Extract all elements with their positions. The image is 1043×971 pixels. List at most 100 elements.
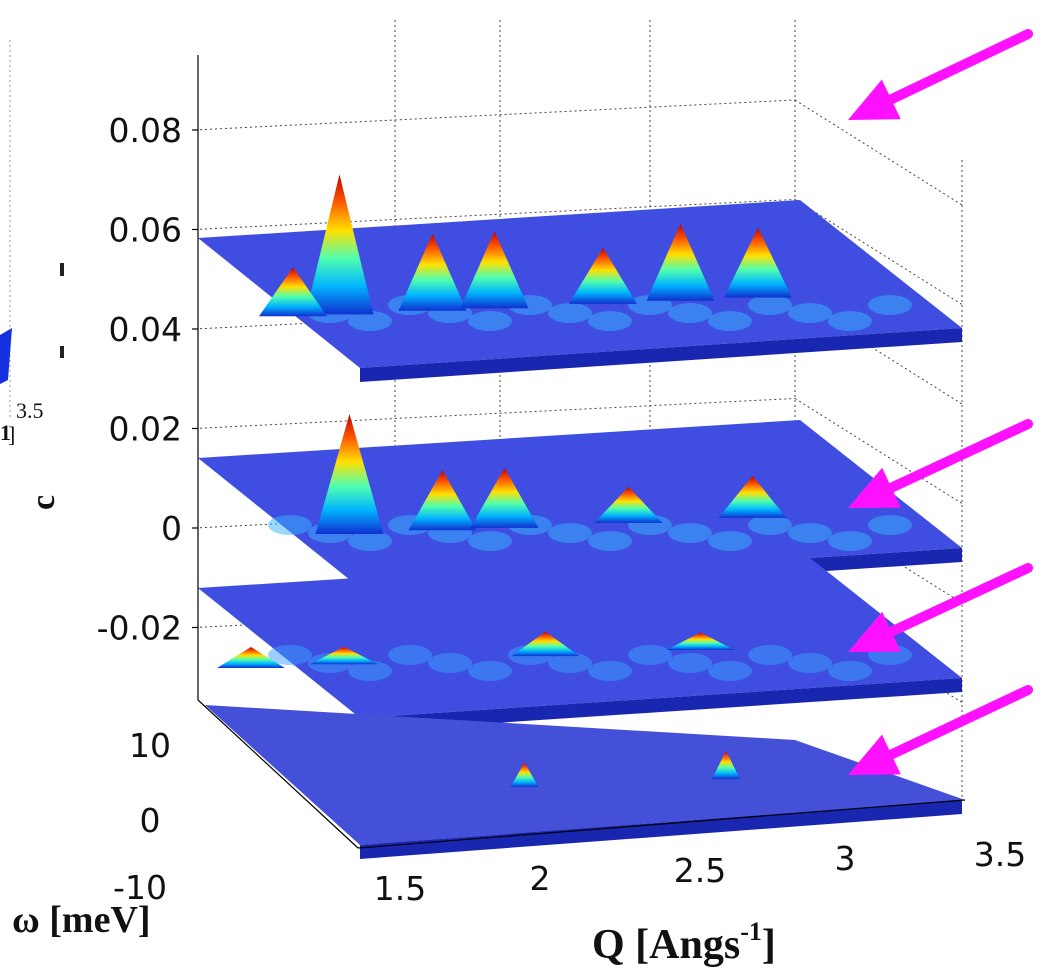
callout-arrows <box>848 29 1033 775</box>
y-axis-line <box>197 699 359 849</box>
x-axis-line <box>357 799 966 849</box>
z-tick-label: 0.08 <box>109 111 182 150</box>
surface-peak <box>315 414 384 535</box>
surface-ripple <box>748 645 792 665</box>
left-fragment: 1 ] 3.5 <box>0 40 64 447</box>
surface-peak <box>666 632 735 650</box>
surface-ripple <box>748 295 792 315</box>
surface-peak <box>408 470 477 531</box>
callout-arrow-shaft <box>886 29 1033 105</box>
surface-ripple <box>708 311 752 331</box>
x-axis-label: Q [Angs-1] <box>592 917 776 968</box>
x-axis-label-main: Q [Angs <box>592 922 740 968</box>
z-axis-label-fragment: c <box>25 495 62 510</box>
x-axis-label-sup: -1 <box>740 917 762 946</box>
x-tick-label: 2 <box>530 859 551 898</box>
surface-ripple <box>588 311 632 331</box>
callout-arrow <box>848 685 1033 775</box>
surface-ripple <box>548 653 592 673</box>
surface-ripple <box>668 523 712 543</box>
z-tick-label: 0.02 <box>109 410 182 449</box>
z-gridline <box>194 398 796 429</box>
surface-ripple <box>668 653 712 673</box>
surface-ripple <box>708 661 752 681</box>
surface-ripple <box>468 661 512 681</box>
callout-arrow <box>848 563 1033 652</box>
surface-peak <box>305 174 374 315</box>
surface-ripple <box>268 515 312 535</box>
y-axis-label: ω [meV] <box>12 899 151 941</box>
surface-ripple <box>468 531 512 551</box>
z-gridline <box>194 99 796 131</box>
x-tick-label: 3 <box>835 839 856 878</box>
left-fragment-sup: 3.5 <box>16 398 44 423</box>
surface-ripple <box>748 515 792 535</box>
callout-arrow-head <box>848 734 901 775</box>
x-axis-label-end: ] <box>762 922 776 968</box>
surface-layer-4 <box>205 705 965 859</box>
y-tick-label: 0 <box>140 801 161 840</box>
callout-arrow-shaft <box>886 419 1033 493</box>
surface-peak <box>470 467 539 528</box>
surface-edge <box>360 800 962 859</box>
surface-ripple <box>868 515 912 535</box>
callout-arrow-head <box>848 467 901 508</box>
callout-arrow-shaft <box>886 563 1033 637</box>
surface-ripple <box>788 653 832 673</box>
surface-peak <box>569 247 637 304</box>
surface-peak <box>712 750 740 779</box>
surface-peak <box>310 646 378 665</box>
surface-peak <box>460 231 529 309</box>
x-tick-label: 2.5 <box>674 851 726 890</box>
surface-ripple <box>388 645 432 665</box>
callout-arrow <box>848 419 1033 508</box>
callout-arrow-head <box>848 79 901 120</box>
surface-ripple <box>348 661 392 681</box>
surface-ripple <box>828 661 872 681</box>
z-tick-label: 0.06 <box>109 211 182 250</box>
surface-ripple <box>828 531 872 551</box>
y-tick-label: -10 <box>113 868 167 907</box>
surface-peak <box>724 227 792 298</box>
z-tick-label: 0 <box>161 509 182 548</box>
surface-layers <box>198 174 965 859</box>
surface-ripple <box>828 311 872 331</box>
surface-peak <box>594 486 663 523</box>
surface-peak <box>259 267 327 317</box>
left-fragment-bracket: ] <box>8 422 15 447</box>
left-fragment-text: 1 <box>0 420 11 445</box>
callout-arrow <box>848 29 1033 120</box>
axes: 0.08 0.06 0.04 0.02 0 -0.02 10 0 -10 1.5 2 2.5 3 3.5 <box>97 55 1026 908</box>
surface-peak <box>511 631 580 657</box>
y-tick-label: 10 <box>129 726 171 765</box>
surface-ripple <box>628 645 672 665</box>
surface-ripple <box>868 295 912 315</box>
surface-layer-3 <box>198 550 962 732</box>
surface-edge <box>360 328 962 382</box>
surface-ripple <box>788 303 832 323</box>
surface-layer-1 <box>198 174 962 382</box>
surface-ripple <box>348 311 392 331</box>
z-gridline <box>194 199 796 230</box>
x-tick-label: 3.5 <box>974 835 1026 874</box>
surface-peak <box>398 233 467 311</box>
surface-ripple <box>548 523 592 543</box>
surface-ripple <box>668 303 712 323</box>
surface-ripple <box>788 523 832 543</box>
x-tick-label: 1.5 <box>374 869 426 908</box>
z-tick-label: -0.02 <box>97 609 182 648</box>
surface-peak <box>646 223 715 301</box>
surface-peak <box>510 762 539 788</box>
surface-ripple <box>468 311 512 331</box>
surface-ripple <box>548 303 592 323</box>
surface-ripple <box>428 653 472 673</box>
surface-ripple <box>588 531 632 551</box>
surface-ripple <box>268 645 312 665</box>
surface-edge <box>360 678 962 732</box>
surface-peak <box>217 646 285 668</box>
left-fragment-shape <box>0 328 12 384</box>
surface-plane <box>205 705 965 845</box>
surface-ripple <box>708 531 752 551</box>
surface-ripple <box>348 531 392 551</box>
